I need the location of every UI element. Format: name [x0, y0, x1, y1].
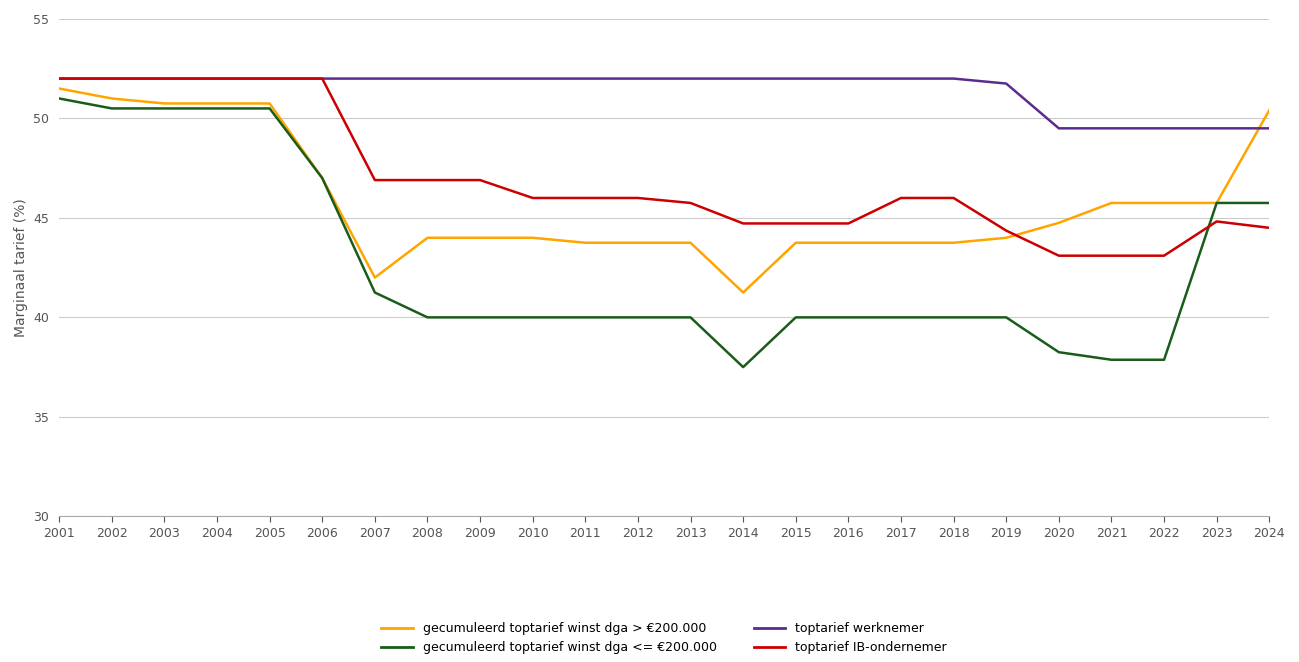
Legend: gecumuleerd toptarief winst dga > €200.000, gecumuleerd toptarief winst dga <= €: gecumuleerd toptarief winst dga > €200.0…: [382, 622, 947, 654]
Y-axis label: Marginaal tarief (%): Marginaal tarief (%): [14, 198, 27, 337]
